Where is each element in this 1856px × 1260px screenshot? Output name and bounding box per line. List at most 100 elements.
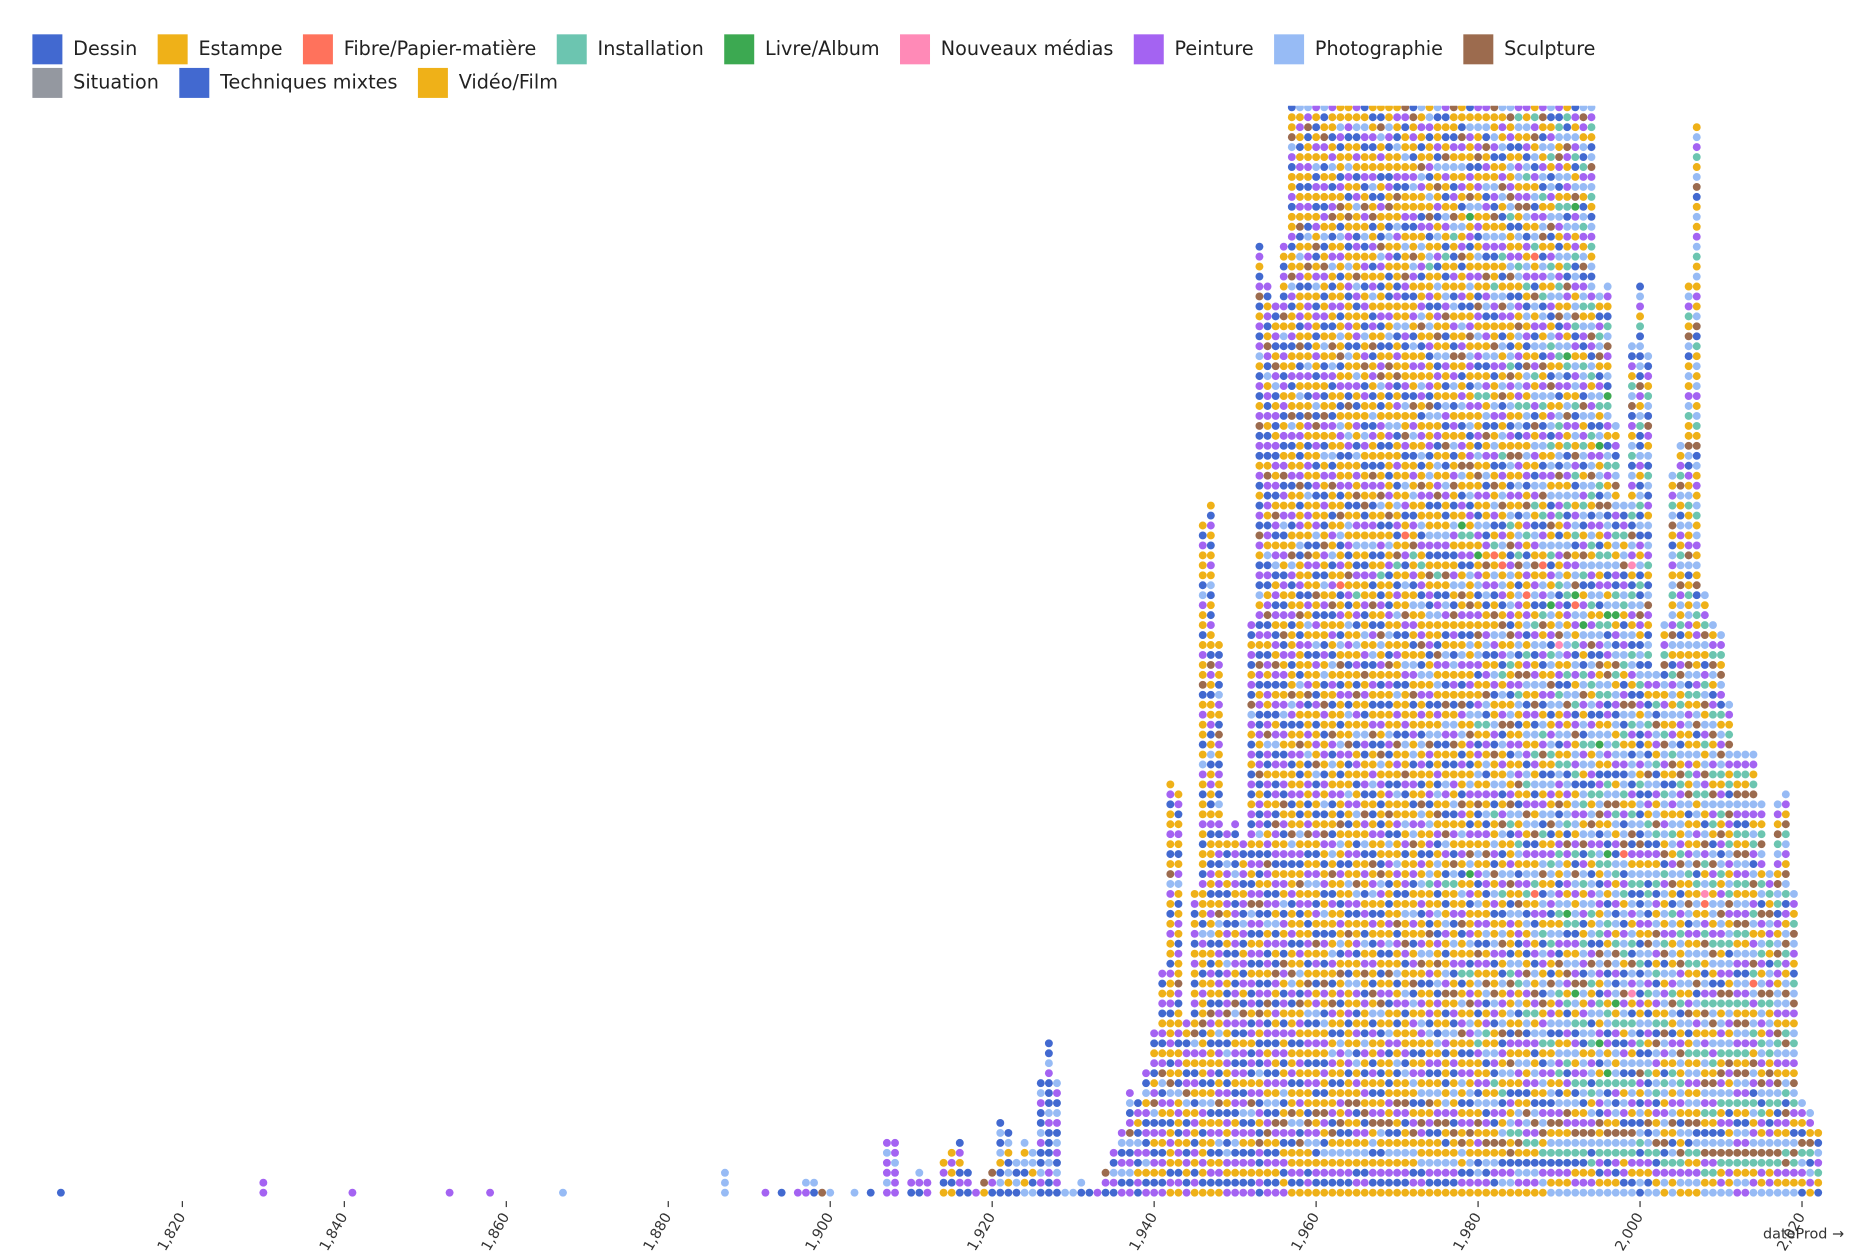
dot	[1457, 551, 1466, 560]
dot	[1231, 899, 1240, 908]
dot	[1352, 680, 1361, 689]
dot	[1320, 362, 1329, 371]
dot	[1190, 959, 1199, 968]
dot	[1288, 83, 1296, 91]
dot	[1433, 312, 1442, 321]
dot	[1352, 601, 1361, 610]
dot	[1287, 501, 1296, 510]
dot	[1287, 541, 1296, 550]
dot	[1336, 850, 1345, 859]
dot	[1393, 1079, 1402, 1088]
dot	[1053, 1099, 1061, 1108]
dot	[1449, 939, 1458, 948]
dot	[1449, 631, 1458, 639]
dot	[1538, 979, 1547, 988]
dot	[1263, 312, 1272, 321]
dot	[1498, 332, 1507, 341]
dot	[1345, 63, 1353, 71]
dot	[1433, 153, 1442, 162]
dot	[1441, 870, 1450, 878]
dot	[1287, 850, 1296, 859]
dot	[1474, 362, 1483, 371]
dot	[1279, 830, 1288, 839]
dot	[1344, 999, 1353, 1008]
dot	[1401, 332, 1410, 341]
dot	[1530, 840, 1539, 849]
dot	[1255, 889, 1264, 898]
dot	[1506, 1069, 1515, 1078]
dot	[1036, 1158, 1045, 1167]
dot	[1287, 1138, 1296, 1147]
dot	[1482, 1049, 1491, 1058]
dot	[1336, 750, 1345, 759]
dot	[1482, 461, 1491, 470]
dot	[1206, 1119, 1215, 1127]
dot	[1263, 850, 1272, 859]
dot	[1352, 870, 1361, 878]
dot	[1449, 272, 1458, 281]
dot	[1352, 860, 1361, 869]
dot	[1142, 1119, 1151, 1127]
dot	[1506, 1148, 1515, 1157]
dot	[1514, 979, 1523, 988]
dot	[1320, 501, 1329, 510]
dot	[1425, 1079, 1434, 1088]
dot	[1158, 1089, 1167, 1098]
dot	[1312, 182, 1321, 191]
dot	[1425, 143, 1434, 152]
dot	[1263, 1039, 1272, 1048]
dot	[1466, 392, 1474, 401]
dot	[1295, 551, 1304, 560]
dot	[1441, 1168, 1450, 1177]
dot	[1514, 173, 1523, 181]
dot	[1320, 212, 1329, 221]
dot	[1522, 531, 1531, 540]
dot	[1271, 332, 1280, 341]
dot	[1271, 860, 1280, 869]
dot	[1214, 1089, 1223, 1098]
dot	[1514, 182, 1523, 191]
dot	[1490, 372, 1499, 381]
dot	[1385, 501, 1393, 510]
dot	[1498, 740, 1507, 749]
dot	[1295, 660, 1304, 669]
dot	[1206, 720, 1215, 729]
dot	[1312, 272, 1321, 281]
dot	[1490, 800, 1499, 809]
dot	[1312, 24, 1320, 32]
dot	[1474, 521, 1483, 530]
dot	[1296, 83, 1304, 91]
dot	[1457, 730, 1466, 739]
dot	[947, 1158, 956, 1167]
dot	[1522, 1168, 1531, 1177]
dot	[1409, 63, 1417, 71]
dot	[1231, 880, 1240, 888]
dot	[1409, 949, 1418, 958]
dot	[1417, 650, 1426, 659]
dot	[1393, 252, 1402, 261]
dot	[1239, 1079, 1248, 1088]
dot	[1312, 282, 1321, 291]
dot	[1239, 850, 1248, 859]
dot	[1417, 929, 1426, 938]
dot	[1295, 860, 1304, 869]
dot	[1287, 262, 1296, 271]
dot	[1490, 1069, 1499, 1078]
dot	[1020, 1138, 1029, 1147]
dot	[1304, 63, 1312, 71]
dot	[1304, 143, 1312, 152]
dot	[1498, 641, 1507, 649]
dot	[1328, 372, 1337, 381]
dot	[1287, 830, 1296, 839]
dot	[1376, 820, 1385, 829]
dot	[1506, 690, 1515, 699]
dot	[1279, 790, 1288, 799]
dot	[1498, 1109, 1507, 1117]
dot	[1490, 105, 1499, 112]
dot	[1474, 402, 1483, 410]
dot	[1385, 969, 1393, 978]
dot	[1507, 14, 1515, 22]
dot	[1474, 989, 1483, 998]
dot	[1214, 860, 1223, 869]
dot	[1352, 252, 1361, 261]
